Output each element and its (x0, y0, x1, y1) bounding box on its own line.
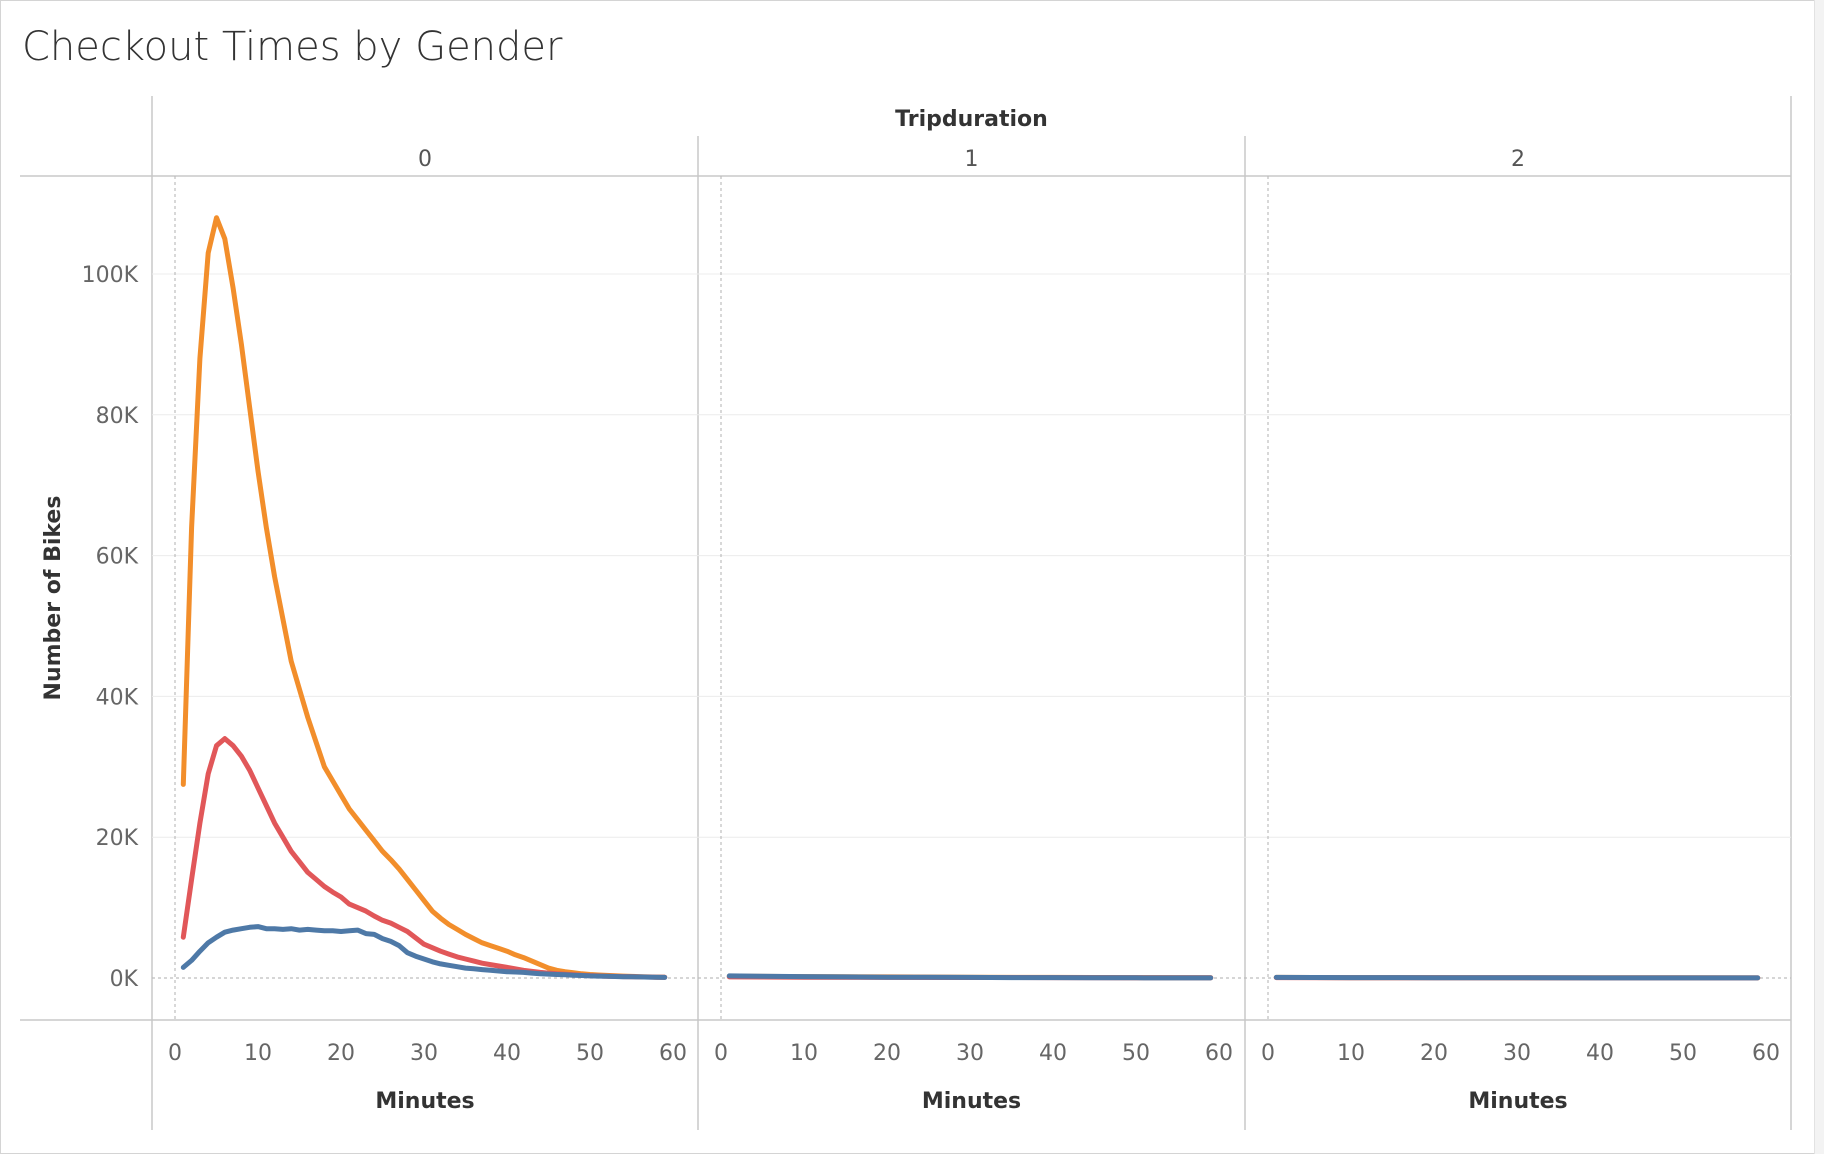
panel-header-0: 0 (418, 147, 432, 172)
series-line-2-panel-0 (180, 924, 668, 980)
x-tick-label: 20 (873, 1041, 901, 1066)
y-tick-label: 20K (96, 826, 139, 851)
series-line-2-panel-2 (1273, 974, 1761, 981)
x-tick-label: 40 (1039, 1041, 1067, 1066)
x-axis-title: Minutes (375, 1089, 474, 1114)
y-axis-title: Number of Bikes (41, 496, 66, 701)
x-tick-label: 50 (1669, 1041, 1697, 1066)
y-tick-label: 0K (110, 967, 139, 992)
x-tick-label: 20 (1420, 1041, 1448, 1066)
x-tick-label: 30 (1503, 1041, 1531, 1066)
y-tick-label: 40K (96, 685, 139, 710)
x-tick-label: 0 (714, 1041, 728, 1066)
x-tick-label: 60 (659, 1041, 687, 1066)
y-tick-label: 100K (82, 263, 139, 288)
series-line-0-panel-0 (180, 215, 668, 980)
x-tick-label: 60 (1205, 1041, 1233, 1066)
x-axis-title: Minutes (1468, 1089, 1567, 1114)
series-line-2-panel-1 (726, 973, 1214, 981)
x-tick-label: 10 (1337, 1041, 1365, 1066)
column-header: Tripduration (895, 107, 1048, 132)
x-tick-label: 60 (1752, 1041, 1780, 1066)
y-tick-label: 80K (96, 404, 139, 429)
x-tick-label: 40 (1586, 1041, 1614, 1066)
x-tick-label: 50 (576, 1041, 604, 1066)
x-tick-label: 10 (790, 1041, 818, 1066)
panel-header-2: 2 (1511, 147, 1525, 172)
chart-title: Checkout Times by Gender (22, 24, 563, 70)
x-tick-label: 40 (493, 1041, 521, 1066)
x-tick-label: 10 (244, 1041, 272, 1066)
series-line-1-panel-0 (180, 736, 668, 980)
x-tick-label: 50 (1122, 1041, 1150, 1066)
x-tick-label: 0 (1261, 1041, 1275, 1066)
vertical-scrollbar[interactable] (1814, 0, 1824, 1154)
x-tick-label: 30 (410, 1041, 438, 1066)
x-tick-label: 20 (327, 1041, 355, 1066)
y-tick-label: 60K (96, 545, 139, 570)
panel-header-1: 1 (965, 147, 979, 172)
x-tick-label: 0 (168, 1041, 182, 1066)
x-axis-title: Minutes (922, 1089, 1021, 1114)
x-tick-label: 30 (956, 1041, 984, 1066)
